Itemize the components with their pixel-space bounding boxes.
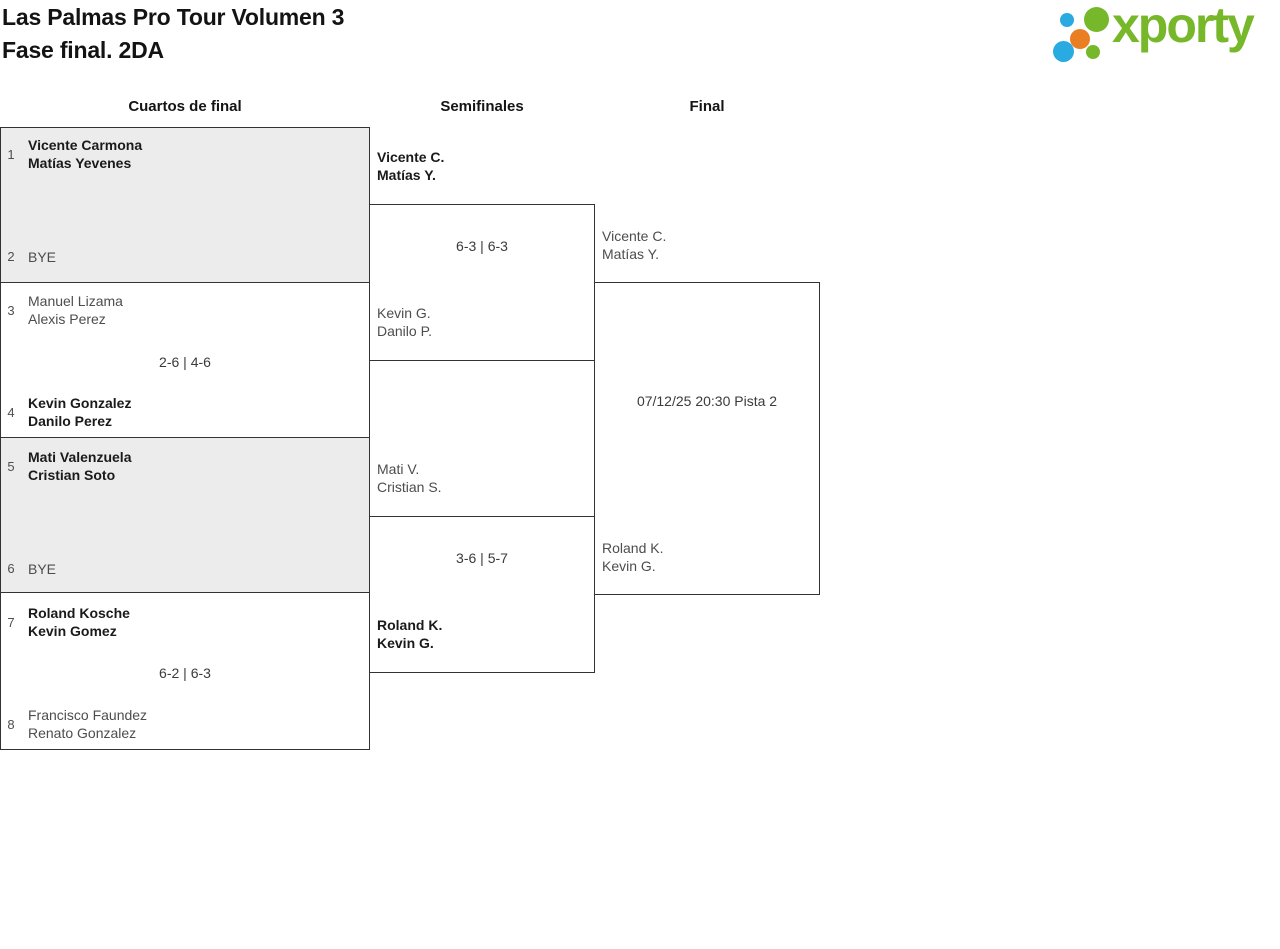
xporty-logo[interactable]: xporty [1048,0,1278,70]
match-card-final[interactable] [594,282,820,595]
team-name: Kevin G. [377,305,431,321]
logo-dot-orange-icon [1070,29,1090,49]
team-name-bye: BYE [28,249,57,265]
team-name: Matías Y. [602,246,660,262]
team-name: Vicente C. [602,228,667,244]
team-name: Danilo P. [377,323,433,339]
team-name: Roland K. [377,617,443,633]
team-name: Danilo Perez [28,413,113,429]
team-name: Vicente C. [377,149,445,165]
seed-number: 6 [7,561,15,576]
seed-number: 8 [7,717,15,732]
seed-number: 2 [7,249,15,264]
team-name: Matías Yevenes [28,155,132,171]
team-name: Manuel Lizama [28,293,123,309]
logo-dot-blue-small-icon [1060,13,1074,27]
final-schedule: 07/12/25 20:30 Pista 2 [636,393,778,409]
team-name: Cristian S. [377,479,442,495]
team-name-bye: BYE [28,561,57,577]
team-name: Roland Kosche [28,605,130,621]
match-card-qf2[interactable] [0,282,370,438]
seed-number: 4 [7,405,15,420]
seed-number: 3 [7,303,15,318]
round-header-final: Final [689,98,725,115]
team-name: Kevin Gomez [28,623,117,639]
team-name: Alexis Perez [28,311,106,327]
round-header-quarterfinals: Cuartos de final [128,98,242,115]
team-name: Matías Y. [377,167,436,183]
match-card-qf1[interactable] [0,127,370,283]
team-name: Cristian Soto [28,467,116,483]
seed-number: 1 [7,147,15,162]
team-name: Kevin Gonzalez [28,395,132,411]
tournament-title: Las Palmas Pro Tour Volumen 3 [2,4,345,30]
team-name: Kevin G. [377,635,434,651]
tournament-subtitle: Fase final. 2DA [2,37,164,63]
team-name: Vicente Carmona [28,137,143,153]
team-name: Kevin G. [602,558,656,574]
logo-dot-green-small-icon [1086,45,1100,59]
logo-dot-blue-big-icon [1053,41,1074,62]
team-name: Mati Valenzuela [28,449,132,465]
logo-wordmark: xporty [1112,0,1255,53]
match-score: 3-6 | 5-7 [456,550,508,566]
team-name: Roland K. [602,540,664,556]
team-name: Renato Gonzalez [28,725,137,741]
match-score: 2-6 | 4-6 [159,354,211,370]
match-score: 6-3 | 6-3 [456,238,508,254]
logo-dot-green-big-icon [1084,7,1109,32]
match-card-qf4[interactable] [0,592,370,750]
team-name: Mati V. [377,461,420,477]
round-header-semifinals: Semifinales [440,98,524,115]
seed-number: 7 [7,615,15,630]
team-name: Francisco Faundez [28,707,148,723]
seed-number: 5 [7,459,15,474]
page-title: Las Palmas Pro Tour Volumen 3 Fase final… [2,1,344,67]
match-score: 6-2 | 6-3 [159,665,211,681]
